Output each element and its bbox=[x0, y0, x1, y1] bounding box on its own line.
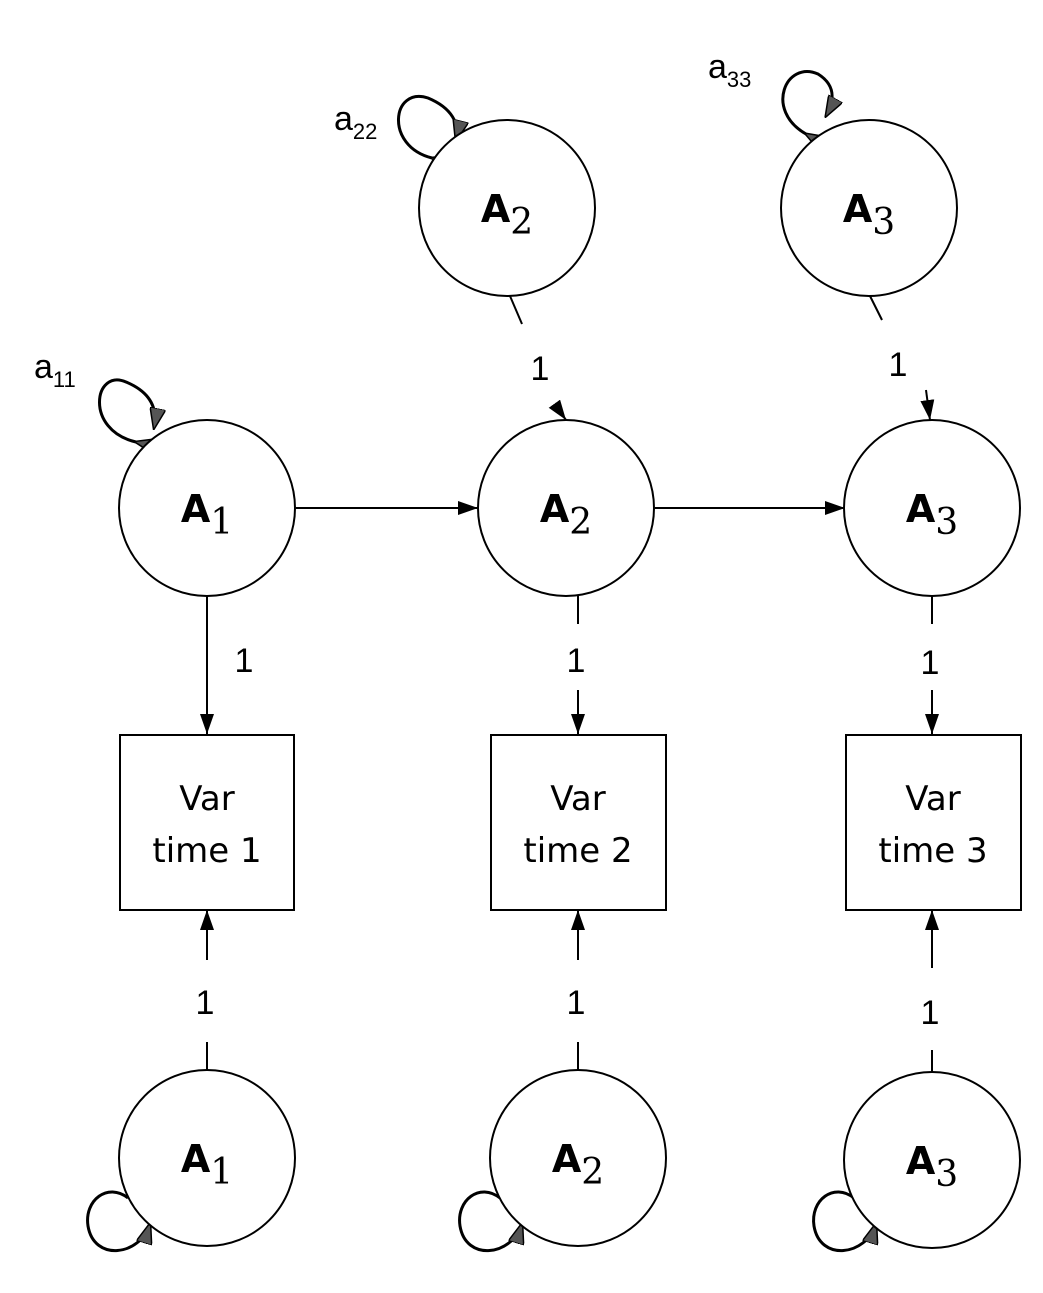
label-top3-to-mid3: 1 bbox=[889, 346, 908, 384]
svg-text:time 3: time 3 bbox=[878, 831, 987, 871]
label-mid3-to-var3: 1 bbox=[921, 644, 940, 682]
label-bot2-to-var2: 1 bbox=[567, 984, 586, 1022]
edge-top2-to-mid2-upper bbox=[509, 295, 523, 325]
svg-text:A2: A2 bbox=[540, 487, 592, 543]
latent-top-a3: A3 bbox=[780, 119, 958, 297]
variance-loop-bot-a2 bbox=[458, 1190, 522, 1253]
edge-top3-to-mid3-lower bbox=[920, 389, 935, 421]
edge-labels: 1 1 1 1 1 1 1 1 bbox=[196, 346, 940, 1032]
svg-text:A3: A3 bbox=[843, 187, 895, 243]
label-a22: a22 bbox=[334, 100, 377, 144]
variance-loop-top-a3 bbox=[781, 70, 832, 134]
label-bot1-to-var1: 1 bbox=[196, 984, 215, 1022]
svg-text:time 2: time 2 bbox=[523, 831, 632, 871]
svg-text:Var: Var bbox=[179, 779, 234, 819]
svg-text:Var: Var bbox=[550, 779, 605, 819]
svg-text:A1: A1 bbox=[181, 1137, 233, 1193]
observed-var-time-3: Var time 3 bbox=[845, 734, 1022, 911]
edges bbox=[200, 295, 939, 1072]
label-bot3-to-var3: 1 bbox=[921, 994, 940, 1032]
svg-text:A2: A2 bbox=[481, 187, 533, 243]
observed-nodes: Var time 1 Var time 2 Var time 3 bbox=[119, 734, 1022, 911]
latent-bot-a3: A3 bbox=[843, 1071, 1021, 1249]
svg-text:A2: A2 bbox=[552, 1137, 604, 1193]
latent-mid-a3: A3 bbox=[843, 419, 1021, 597]
latent-mid-a2: A2 bbox=[477, 419, 655, 597]
label-mid1-to-var1: 1 bbox=[235, 642, 254, 680]
edge-top3-to-mid3-upper bbox=[869, 295, 883, 321]
observed-var-time-1: Var time 1 bbox=[119, 734, 295, 911]
label-mid2-to-var2: 1 bbox=[567, 642, 586, 680]
variance-loop-mid-a1 bbox=[98, 378, 155, 442]
svg-text:A1: A1 bbox=[181, 487, 233, 543]
edge-top2-to-mid2-lower bbox=[548, 399, 567, 421]
variance-labels: a11 a22 a33 bbox=[34, 48, 751, 392]
label-a11: a11 bbox=[34, 348, 76, 392]
label-top2-to-mid2: 1 bbox=[531, 350, 550, 388]
variance-loop-top-a2 bbox=[397, 94, 457, 158]
svg-text:A3: A3 bbox=[906, 487, 958, 543]
variance-loop-bot-a3 bbox=[812, 1190, 876, 1253]
observed-var-time-2: Var time 2 bbox=[490, 734, 667, 911]
svg-text:time 1: time 1 bbox=[152, 831, 261, 871]
svg-text:A3: A3 bbox=[906, 1139, 958, 1195]
variance-loop-bot-a1 bbox=[86, 1190, 150, 1253]
variance-loops bbox=[86, 70, 876, 1253]
latent-bot-a2: A2 bbox=[489, 1069, 667, 1247]
svg-text:Var: Var bbox=[905, 779, 960, 819]
latent-top-a2: A2 bbox=[418, 119, 596, 297]
latent-bot-a1: A1 bbox=[118, 1069, 296, 1247]
label-a33: a33 bbox=[708, 48, 751, 92]
latent-nodes: A2 A3 A1 A2 A3 A1 A2 A3 bbox=[118, 119, 1021, 1249]
latent-mid-a1: A1 bbox=[118, 419, 296, 597]
